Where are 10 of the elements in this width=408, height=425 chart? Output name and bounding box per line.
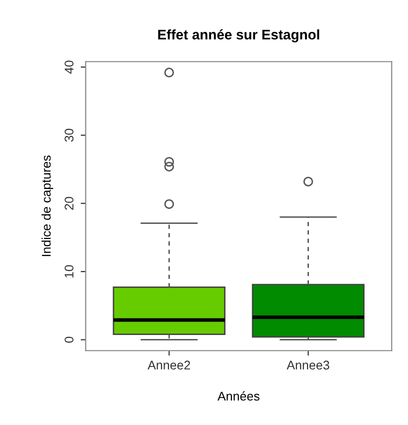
chart-title: Effet année sur Estagnol bbox=[158, 29, 320, 42]
x-tick-label: Annee2 bbox=[148, 360, 190, 370]
y-tick-label: 10 bbox=[64, 265, 74, 278]
y-tick-label: 40 bbox=[64, 60, 74, 74]
y-tick-label: 0 bbox=[64, 336, 74, 343]
y-tick-label: 30 bbox=[64, 128, 74, 142]
y-axis-title: Indice de captures bbox=[42, 156, 54, 256]
x-axis-title: Années bbox=[218, 391, 260, 401]
x-tick-label: Annee3 bbox=[286, 360, 330, 370]
y-tick-label: 20 bbox=[64, 196, 74, 210]
